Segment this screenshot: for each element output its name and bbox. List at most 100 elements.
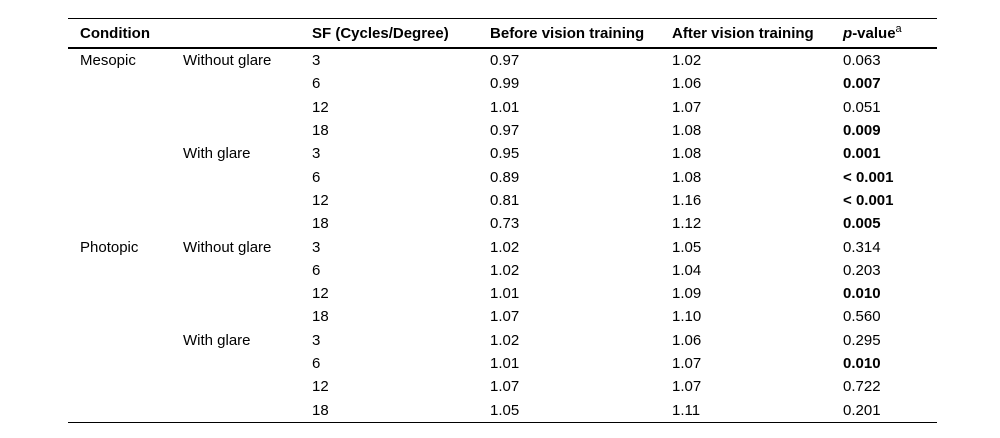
table-body: Mesopic Without glare 3 0.97 1.02 0.063 … [68,48,937,422]
cell-glare [183,119,312,142]
cell-pvalue: 0.010 [843,355,881,372]
results-table: Condition SF (Cycles/Degree) Before visi… [68,18,938,423]
table-row: 18 1.05 1.11 0.201 [68,398,937,422]
cell-glare: With glare [183,145,251,163]
cell-glare [183,96,312,119]
cell-after: 1.08 [672,145,702,163]
cell-glare [183,398,312,422]
cell-pvalue: 0.010 [843,285,881,303]
cell-glare [183,72,312,95]
table-row: 12 1.01 1.07 0.051 [68,96,937,119]
cell-glare [183,375,312,398]
cell-sf: 3 [312,52,321,70]
cell-condition [68,72,183,95]
cell-glare [183,212,312,235]
cell-before: 1.07 [490,378,520,396]
table-row: 6 1.02 1.04 0.203 [68,259,937,282]
cell-after: 1.10 [672,308,702,326]
table-row: Photopic Without glare 3 1.02 1.05 0.314 [68,235,937,258]
results-table-container: Condition SF (Cycles/Degree) Before visi… [68,18,938,423]
cell-pvalue: 0.201 [843,401,881,419]
table-row: 6 0.99 1.06 0.007 [68,72,937,95]
header-sf: SF (Cycles/Degree) [312,24,449,42]
cell-after: 1.12 [672,215,702,233]
cell-after: 1.02 [672,52,702,70]
cell-sf: 6 [312,75,321,93]
cell-after: 1.09 [672,285,702,303]
cell-pvalue: 0.009 [843,122,881,140]
cell-condition [68,212,183,235]
table-row: 18 1.07 1.10 0.560 [68,305,937,328]
cell-pvalue: 0.051 [843,98,881,116]
cell-sf: 18 [312,215,329,233]
cell-before: 0.97 [490,122,520,140]
cell-before: 1.02 [490,331,520,349]
cell-condition [68,329,183,352]
header-row: Condition SF (Cycles/Degree) Before visi… [68,19,938,49]
table-row: 18 0.73 1.12 0.005 [68,212,937,235]
table-row: With glare 3 1.02 1.06 0.295 [68,329,937,352]
table-row: With glare 3 0.95 1.08 0.001 [68,142,937,165]
cell-after: 1.06 [672,331,702,349]
cell-before: 0.99 [490,75,520,93]
cell-glare [183,352,312,375]
header-before: Before vision training [490,24,645,42]
cell-glare [183,259,312,282]
cell-after: 1.08 [672,122,702,140]
cell-pvalue: 0.063 [843,52,881,70]
cell-before: 1.05 [490,401,520,419]
cell-sf: 3 [312,145,321,163]
cell-before: 1.07 [490,308,520,326]
cell-pvalue: 0.001 [843,145,881,163]
cell-after: 1.07 [672,378,702,396]
cell-glare [183,189,312,212]
cell-sf: 3 [312,331,321,349]
cell-condition [68,142,183,165]
cell-before: 1.02 [490,238,520,256]
cell-pvalue: 0.314 [843,238,881,256]
cell-pvalue: 0.560 [843,308,881,326]
cell-after: 1.05 [672,238,702,256]
cell-after: 1.07 [672,98,702,116]
cell-condition: Mesopic [80,52,136,70]
cell-condition: Photopic [80,238,139,256]
cell-before: 1.02 [490,261,520,279]
table-row: 12 0.81 1.16 < 0.001 [68,189,937,212]
cell-condition [68,305,183,328]
cell-condition [68,119,183,142]
cell-condition [68,398,183,422]
cell-sf: 12 [312,378,329,396]
cell-pvalue: 0.005 [843,215,881,233]
cell-condition [68,375,183,398]
cell-condition [68,96,183,119]
cell-glare [183,282,312,305]
cell-condition [68,189,183,212]
table-row: 6 1.01 1.07 0.010 [68,352,937,375]
cell-pvalue: 0.007 [843,75,881,93]
pvalue-footnote-marker: a [895,22,902,35]
table-row: Mesopic Without glare 3 0.97 1.02 0.063 [68,48,937,72]
cell-before: 0.89 [490,168,520,186]
cell-after: 1.06 [672,75,702,93]
cell-sf: 12 [312,191,329,209]
cell-glare: Without glare [183,238,272,256]
cell-sf: 12 [312,285,329,303]
cell-before: 0.95 [490,145,520,163]
cell-pvalue: 0.722 [843,378,881,396]
cell-after: 1.11 [672,401,701,419]
header-condition: Condition [80,24,150,42]
table-row: 6 0.89 1.08 < 0.001 [68,165,937,188]
pvalue-label: -value [852,24,896,42]
table-header: Condition SF (Cycles/Degree) Before visi… [68,19,938,49]
cell-sf: 18 [312,308,329,326]
header-pvalue: p-valuea [843,19,937,49]
cell-sf: 3 [312,238,321,256]
cell-condition [68,259,183,282]
cell-before: 1.01 [490,285,520,303]
pvalue-p-italic: p [843,24,853,42]
cell-pvalue: 0.295 [843,331,881,349]
cell-glare: With glare [183,331,251,349]
cell-glare [183,305,312,328]
table-row: 12 1.01 1.09 0.010 [68,282,937,305]
cell-after: 1.04 [672,261,702,279]
